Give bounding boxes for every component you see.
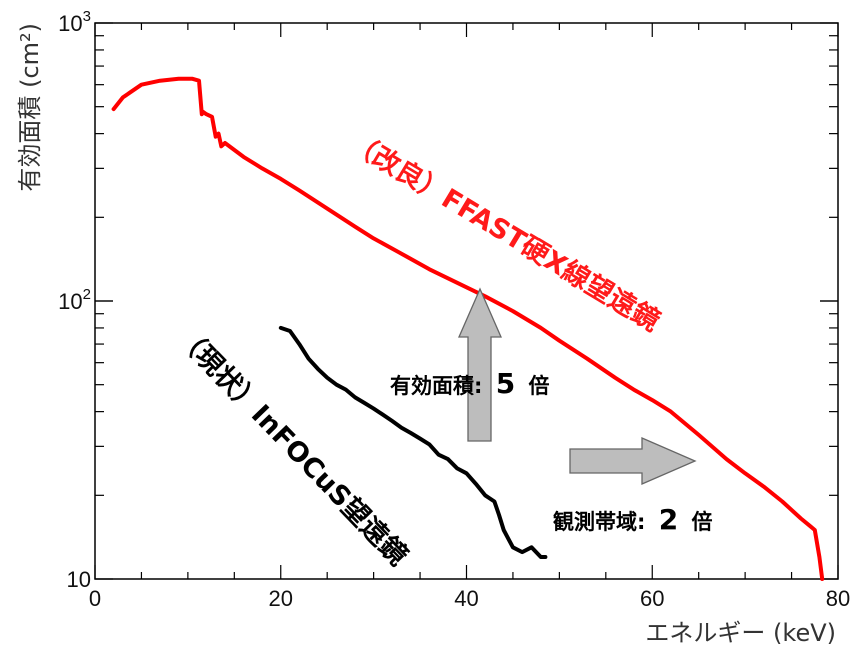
series-layer bbox=[111, 76, 825, 581]
up-arrow-icon bbox=[458, 287, 502, 442]
axis-ticks bbox=[94, 22, 839, 580]
y-tick-base: 10 bbox=[67, 567, 91, 592]
band-improvement-label: 観測帯域: 2 倍 bbox=[553, 503, 713, 536]
y-tick-exponent: 2 bbox=[83, 286, 91, 303]
x-tick-label: 20 bbox=[269, 586, 293, 611]
ffast-series-line bbox=[111, 76, 825, 581]
band-unit-text: 倍 bbox=[692, 510, 713, 534]
y-tick-label: 103 bbox=[58, 8, 91, 36]
x-tick-label: 0 bbox=[89, 586, 101, 611]
band-label-text: 観測帯域: bbox=[553, 510, 645, 534]
y-tick-base: 10 bbox=[58, 11, 82, 36]
y-tick-label: 102 bbox=[58, 286, 91, 314]
plot-area-border bbox=[94, 22, 839, 580]
x-tick-label: 80 bbox=[826, 586, 850, 611]
y-axis-title: 有効面積 (cm²) bbox=[16, 23, 44, 192]
area-unit-text: 倍 bbox=[529, 374, 550, 398]
infocus-curve-label: （現状）InFOCuS望遠鏡 bbox=[170, 321, 414, 572]
x-tick-label: 60 bbox=[640, 586, 664, 611]
y-tick-base: 10 bbox=[58, 289, 82, 314]
x-tick-label: 40 bbox=[454, 586, 478, 611]
plot-frame bbox=[94, 22, 839, 580]
x-axis-title: エネルギー (keV) bbox=[645, 619, 836, 647]
area-label-text: 有効面積: bbox=[390, 374, 482, 398]
area-factor-text: 5 bbox=[496, 367, 515, 400]
area-improvement-label: 有効面積: 5 倍 bbox=[390, 367, 550, 400]
y-tick-label: 10 bbox=[67, 567, 91, 592]
right-arrow-icon bbox=[569, 437, 697, 485]
infocus-series-line bbox=[278, 325, 548, 559]
y-tick-exponent: 3 bbox=[83, 8, 91, 25]
band-factor-text: 2 bbox=[659, 503, 678, 536]
